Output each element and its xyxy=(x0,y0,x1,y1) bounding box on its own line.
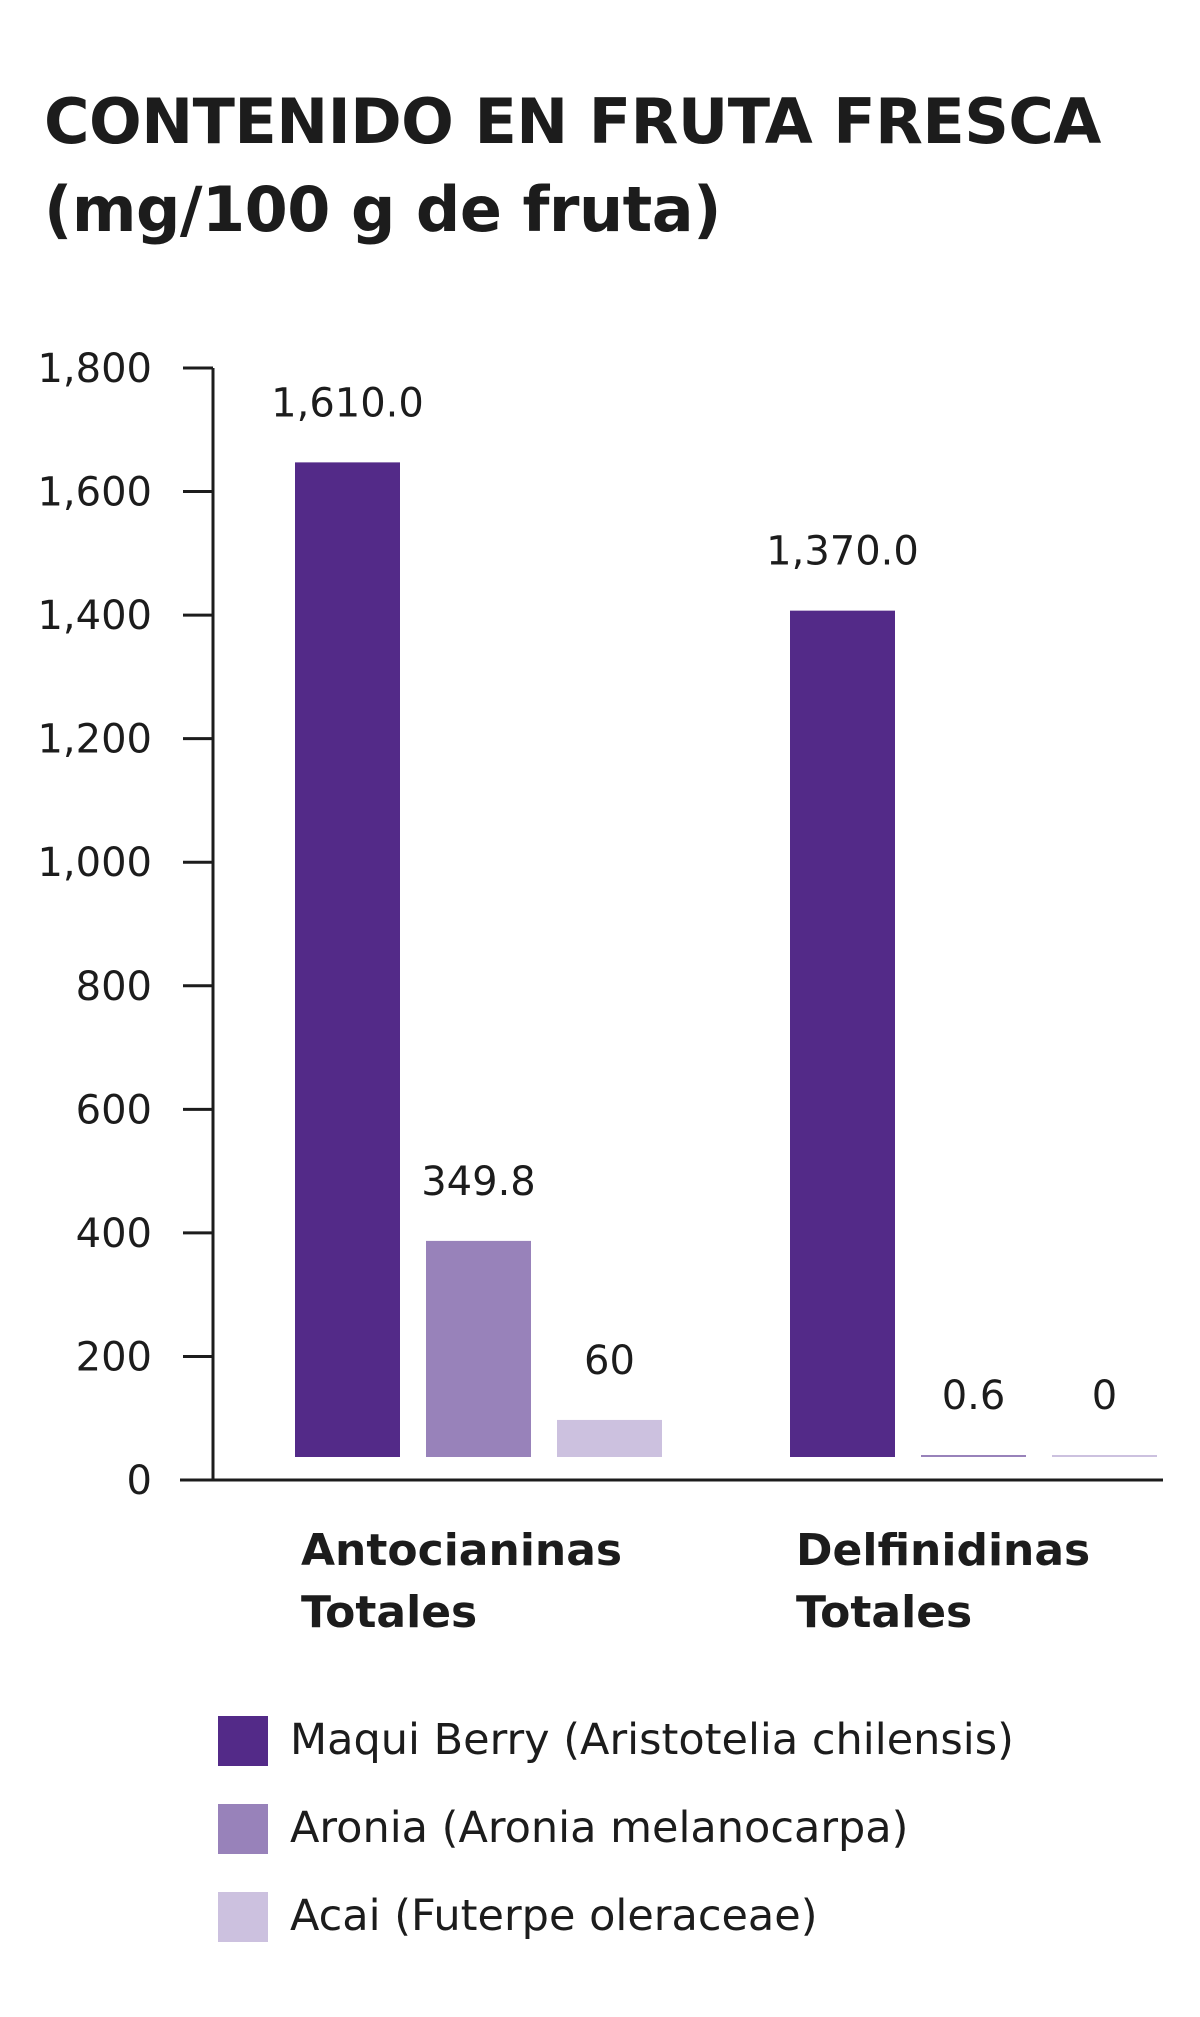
y-tick-label-1: 200 xyxy=(76,1334,152,1380)
bar-s0-c1 xyxy=(790,610,895,1457)
chart-title: CONTENIDO EN FRUTA FRESCA (mg/100 g de f… xyxy=(44,78,1101,254)
chart-title-line-1: CONTENIDO EN FRUTA FRESCA xyxy=(44,85,1101,158)
data-label-s0-c0: 1,610.0 xyxy=(271,380,424,426)
category-label-0-line-1: Totales xyxy=(301,1587,477,1638)
y-tick-label-9: 1,800 xyxy=(37,346,152,392)
bar-s2-c0 xyxy=(557,1419,662,1457)
bar-chart: 02004006008001,0001,2001,4001,6001,8001,… xyxy=(37,346,1163,1638)
chart-title-line-2: (mg/100 g de fruta) xyxy=(44,173,721,246)
bar-s2-c1 xyxy=(1052,1455,1157,1457)
legend-swatch-acai xyxy=(218,1892,268,1942)
data-label-s2-c1: 0 xyxy=(1092,1373,1117,1419)
category-label-1-line-0: Delfinidinas xyxy=(796,1525,1090,1576)
y-tick-label-0: 0 xyxy=(127,1458,152,1504)
y-tick-label-3: 600 xyxy=(76,1087,152,1133)
y-tick-label-8: 1,600 xyxy=(37,470,152,516)
bar-s1-c0 xyxy=(426,1240,531,1457)
category-label-1-line-1: Totales xyxy=(796,1587,972,1638)
y-tick-label-4: 800 xyxy=(76,964,152,1010)
y-tick-label-2: 400 xyxy=(76,1211,152,1257)
legend-label-acai: Acai (Futerpe oleraceae) xyxy=(290,1891,818,1941)
y-tick-label-6: 1,200 xyxy=(37,717,152,763)
legend-label-maqui: Maqui Berry (Aristotelia chilensis) xyxy=(290,1715,1014,1765)
legend-swatch-maqui xyxy=(218,1716,268,1766)
data-label-s0-c1: 1,370.0 xyxy=(766,529,919,575)
data-label-s1-c1: 0.6 xyxy=(942,1373,1006,1419)
bar-s1-c1 xyxy=(921,1455,1026,1457)
data-label-s1-c0: 349.8 xyxy=(421,1159,536,1205)
y-tick-label-7: 1,400 xyxy=(37,593,152,639)
y-tick-label-5: 1,000 xyxy=(37,840,152,886)
category-label-0-line-0: Antocianinas xyxy=(301,1525,622,1576)
data-label-s2-c0: 60 xyxy=(584,1338,635,1384)
legend-label-aronia: Aronia (Aronia melanocarpa) xyxy=(290,1803,909,1853)
legend-swatch-aronia xyxy=(218,1804,268,1854)
bar-s0-c0 xyxy=(295,462,400,1457)
